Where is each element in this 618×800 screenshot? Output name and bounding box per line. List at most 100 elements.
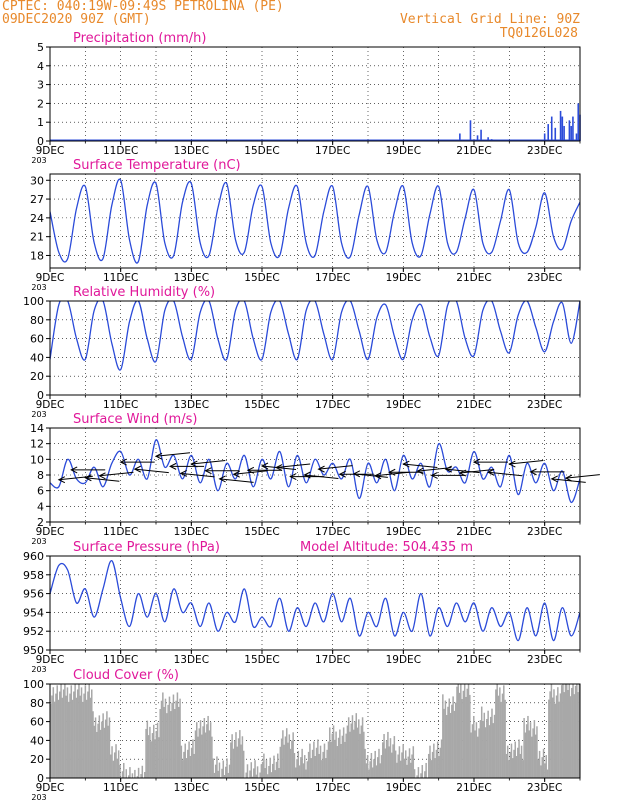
cloud-bar <box>528 730 530 778</box>
wind-arrow <box>509 460 544 465</box>
wind-arrow <box>233 470 268 475</box>
wind-arrow <box>417 467 452 472</box>
cloud-bar <box>407 756 410 778</box>
cloud-bar <box>413 769 416 778</box>
cloud-bar <box>129 767 131 778</box>
cloud-bar <box>214 764 217 778</box>
cloud-bar <box>447 706 449 778</box>
cloud-bar <box>301 748 303 778</box>
cloud-bar <box>474 730 476 778</box>
cloud-bar <box>522 760 524 778</box>
precip-bar <box>572 116 574 141</box>
cloud-bar <box>144 771 146 778</box>
cloud-bar <box>201 734 203 778</box>
cloud-bar <box>71 699 74 778</box>
precip-bar <box>559 110 562 141</box>
cloud-bar <box>59 691 61 778</box>
cloud-bar <box>416 775 418 778</box>
rh-xtick-label: 15DEC <box>244 399 279 411</box>
cloud-bar <box>153 724 155 778</box>
cloud-bar <box>117 750 120 778</box>
cloud-bar <box>551 697 554 778</box>
cloud-bar <box>202 726 204 778</box>
cloud-bar <box>410 762 412 778</box>
rh-xtick-label: 21DEC <box>456 399 491 411</box>
wind-title: Surface Wind (m/s) <box>73 412 197 427</box>
precip-ytick-label: 1 <box>37 116 44 129</box>
wind-panel: 2 4 6 8 10 12 14 9DEC 11DEC 13DEC 15DEC 17DEC 19DEC 2… <box>30 412 600 546</box>
cloud-bar <box>452 696 454 778</box>
cloud-bar <box>160 700 163 778</box>
cloud-bar <box>112 760 115 778</box>
wind-arrow-head <box>564 474 573 482</box>
cloud-bar <box>123 762 125 778</box>
cloud-bar <box>479 720 482 778</box>
cloud-bar <box>411 754 413 778</box>
wind-arrow-head <box>550 475 558 483</box>
cloud-bar <box>321 760 323 778</box>
cloud-bar <box>401 752 403 778</box>
cloud-bar <box>482 721 484 778</box>
cloud-bar <box>145 728 147 778</box>
cloud-bar <box>292 732 294 778</box>
cloud-bar <box>179 698 181 778</box>
temp-xtick-label: 19DEC <box>386 272 421 284</box>
cloud-bar <box>382 742 384 778</box>
cloud-bar <box>389 738 392 778</box>
cloud-bar <box>181 760 184 778</box>
cloud-ytick-label: 20 <box>30 753 44 766</box>
cloud-bar <box>394 750 397 778</box>
cloud-bar <box>94 717 97 778</box>
cloud-bar <box>462 690 465 778</box>
cloud-bar <box>226 758 228 778</box>
precip-xtick-label: 11DEC <box>103 145 138 157</box>
cloud-bar <box>131 773 134 778</box>
cloud-bar <box>515 756 518 778</box>
wind-arrow <box>219 478 254 483</box>
wind-arrow-head <box>57 476 66 484</box>
cloud-bar <box>504 699 506 778</box>
cloud-bar <box>511 758 514 778</box>
wind-arrow-head <box>472 458 481 466</box>
precip-ytick-label: 3 <box>37 79 44 92</box>
cloud-bar <box>489 716 492 778</box>
cloud-bar <box>346 725 349 778</box>
precip-bar <box>487 137 489 141</box>
wind-arrow-head <box>275 464 283 472</box>
cloud-bar <box>361 717 364 778</box>
wind-arrow-head <box>289 473 297 481</box>
pres-year-label: 203 <box>31 665 46 674</box>
temp-frame <box>49 173 581 269</box>
precip-bar <box>480 129 482 141</box>
wind-arrow-head <box>218 475 226 483</box>
wind-arrow <box>488 471 523 477</box>
cloud-bar <box>80 687 83 778</box>
pres-ytick-label: 952 <box>23 625 44 638</box>
cloud-bar <box>53 701 56 778</box>
cloud-bar <box>115 744 117 778</box>
cloud-bar <box>326 749 328 778</box>
cloud-bar <box>57 699 60 778</box>
rh-ytick-label: 0 <box>37 389 44 402</box>
cloud-bar <box>75 697 78 778</box>
cloud-bar <box>315 747 318 778</box>
cloud-bar <box>113 752 116 778</box>
cloud-bar <box>230 742 232 778</box>
pres-frame <box>49 555 581 651</box>
wind-arrow-head <box>246 466 255 474</box>
wind-xtick-label: 19DEC <box>386 526 421 538</box>
cloud-bar <box>209 722 212 778</box>
cloud-bar <box>177 706 180 778</box>
cloud-bar <box>305 769 307 778</box>
cloud-bar <box>66 687 69 778</box>
precip-title: Precipitation (mm/h) <box>73 31 206 46</box>
cloud-ytick-label: 60 <box>30 716 44 729</box>
cloud-bar <box>254 760 256 778</box>
wind-arrow-head <box>529 468 537 476</box>
cloud-bar <box>375 765 378 778</box>
cloud-bar <box>350 723 352 778</box>
cloud-bar <box>52 687 55 778</box>
wind-xtick-label: 9DEC <box>36 526 65 538</box>
cloud-bar <box>351 715 354 778</box>
cloud-bar <box>116 758 119 778</box>
